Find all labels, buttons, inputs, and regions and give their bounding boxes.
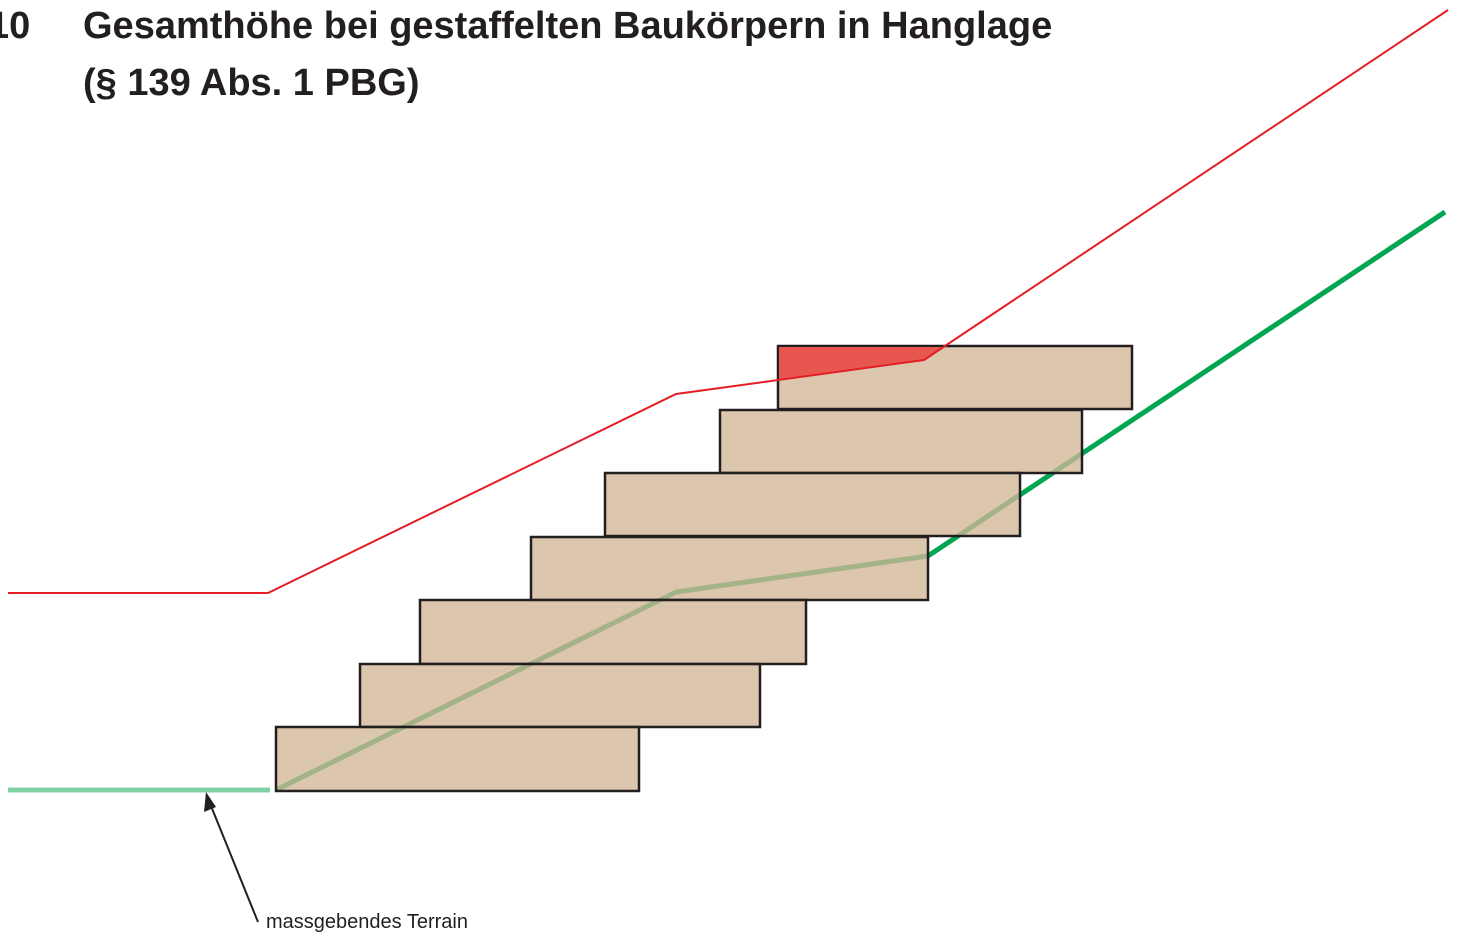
building — [529, 535, 930, 602]
annotation: massgebendes Terrain — [266, 911, 468, 933]
height-limit-line — [8, 9, 1449, 594]
building — [358, 662, 762, 729]
arrow-head — [204, 792, 216, 812]
building — [718, 408, 1084, 475]
figure-number: 10 — [0, 5, 30, 47]
building — [603, 471, 1022, 538]
buildings — [274, 344, 1134, 793]
title-line2: (§ 139 Abs. 1 PBG) — [83, 62, 420, 104]
building — [418, 598, 808, 666]
title-line1: Gesamthöhe bei gestaffelten Baukörpern i… — [83, 5, 1052, 47]
arrow-line — [210, 805, 259, 923]
exceeding-area — [779, 347, 945, 380]
building — [274, 725, 641, 793]
